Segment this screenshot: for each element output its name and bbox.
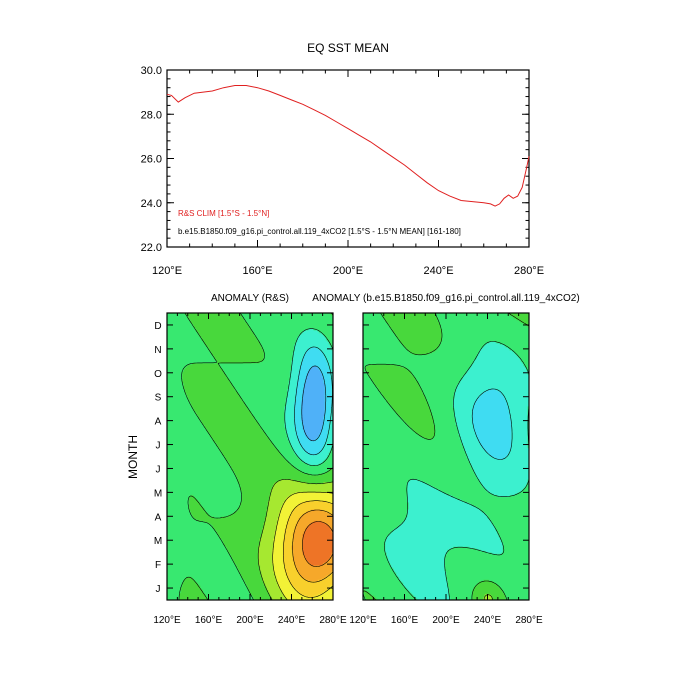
month-tick-label: J: [156, 584, 161, 595]
legend-rs-clim: R&S CLIM [1.5°S - 1.5°N]: [178, 209, 269, 218]
xtick-label: 160°E: [195, 615, 223, 626]
xtick-label: 280°E: [319, 615, 347, 626]
anomaly-rs-title: ANOMALY (R&S): [211, 293, 289, 304]
anomaly-model-contour-fill: [363, 313, 529, 600]
xtick-label: 120°E: [349, 615, 377, 626]
anomaly-model-ticks: 120°E 160°E 200°E 240°E 280°E: [349, 313, 543, 626]
top-ytick-label: 26.0: [141, 154, 162, 166]
month-tick-label: A: [155, 417, 162, 428]
xtick-label: 120°E: [153, 615, 181, 626]
xtick-label: 200°E: [236, 615, 264, 626]
month-tick-label: O: [154, 369, 162, 380]
top-xtick-label: 240°E: [423, 265, 453, 277]
top-xtick-label: 160°E: [242, 265, 272, 277]
top-xtick-label: 280°E: [514, 265, 544, 277]
anomaly-model-panel: ANOMALY (b.e15.B1850.f09_g16.pi_control.…: [312, 293, 579, 626]
anomaly-model-title: ANOMALY (b.e15.B1850.f09_g16.pi_control.…: [312, 293, 579, 304]
xtick-label: 240°E: [474, 615, 502, 626]
top-ytick-label: 30.0: [141, 65, 162, 77]
anomaly-model-contour-lines: [362, 312, 530, 601]
month-tick-label: N: [154, 345, 161, 356]
month-tick-label: J: [156, 441, 161, 452]
month-tick-label: M: [154, 536, 162, 547]
xtick-label: 280°E: [515, 615, 543, 626]
anomaly-rs-ticks: 120°E 160°E 200°E 240°E 280°E J F M A M J J A S O N D: [153, 313, 347, 626]
month-axis-label: MONTH: [126, 435, 140, 479]
top-xtick-label: 120°E: [152, 265, 182, 277]
top-plot-frame: [166, 69, 530, 248]
contour-line: [384, 341, 530, 601]
month-tick-label: M: [154, 488, 162, 499]
month-tick-label: D: [154, 321, 161, 332]
xtick-label: 200°E: [432, 615, 460, 626]
top-xtick-label: 200°E: [333, 265, 363, 277]
anomaly-rs-contour-lines: [178, 312, 334, 601]
month-tick-label: F: [155, 560, 161, 571]
contour-line: [257, 479, 334, 601]
top-axis-ticks: 120°E 160°E 200°E 240°E 280°E 22.0 24.0 26.0 28.…: [141, 65, 544, 277]
xtick-label: 240°E: [278, 615, 306, 626]
contour-line: [294, 346, 333, 456]
contour-line: [301, 365, 327, 442]
top-ytick-label: 22.0: [141, 242, 162, 254]
month-tick-label: S: [155, 393, 162, 404]
contour-line: [302, 521, 334, 567]
anomaly-rs-panel: ANOMALY (R&S) MONTH 120°E 160°E 200°E 240°E…: [126, 293, 347, 626]
contour-line: [283, 500, 334, 598]
month-tick-label: A: [155, 512, 162, 523]
contour-line: [292, 509, 334, 583]
contour-line: [272, 491, 334, 601]
top-ytick-label: 24.0: [141, 198, 162, 210]
contour-line: [284, 328, 334, 466]
xtick-label: 160°E: [391, 615, 419, 626]
legend-model: b.e15.B1850.f09_g16.pi_control.all.119_4…: [178, 227, 461, 236]
top-chart-title: EQ SST MEAN: [307, 41, 389, 55]
top-ytick-label: 28.0: [141, 109, 162, 121]
month-tick-label: J: [156, 464, 161, 475]
series-line-rs-clim: [166, 85, 530, 207]
contour-line: [471, 388, 513, 460]
top-line-chart: EQ SST MEAN 120°E 160°E 200°E 240°E 280°E 22.…: [141, 41, 544, 277]
anomaly-rs-contour-fill: [167, 313, 333, 600]
